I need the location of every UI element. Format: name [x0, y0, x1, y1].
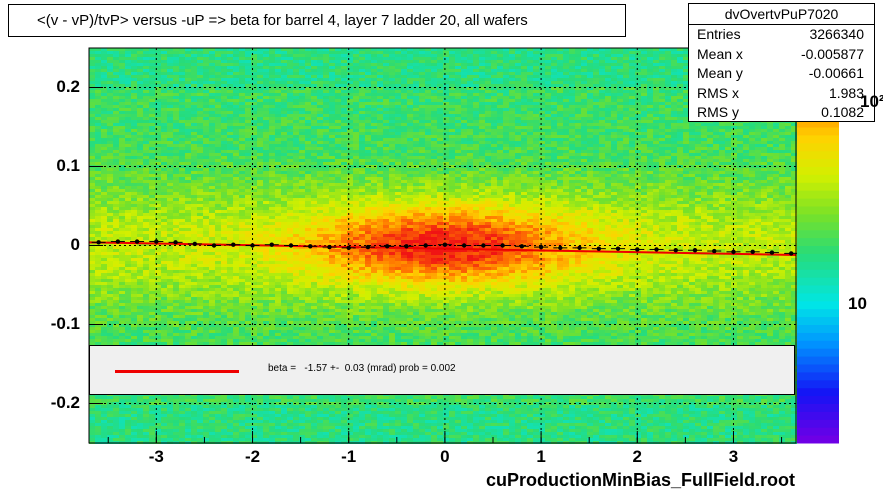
stats-box: dvOvertvPuP7020 Entries 3266340 Mean x -…	[688, 3, 875, 122]
profile-point	[115, 239, 121, 244]
stats-row-entries: Entries 3266340	[689, 25, 874, 45]
fit-legend-text: beta = -1.57 +- 0.03 (mrad) prob = 0.002	[268, 363, 456, 374]
profile-point	[635, 247, 640, 252]
profile-point	[558, 245, 563, 251]
profile-point	[384, 244, 390, 249]
profile-point	[442, 242, 448, 247]
stats-row-rms-y: RMS y 0.1082	[689, 103, 874, 123]
heatmap-cells	[89, 48, 797, 444]
profile-point	[481, 243, 486, 248]
profile-point	[134, 239, 140, 244]
stats-label: Mean x	[697, 45, 743, 62]
profile-point	[308, 244, 313, 249]
profile-point	[596, 246, 602, 251]
profile-point	[692, 248, 698, 253]
z-tick-label: 10	[848, 294, 867, 313]
profile-point	[423, 243, 428, 248]
fit-legend: beta = -1.57 +- 0.03 (mrad) prob = 0.002	[89, 345, 795, 395]
profile-point	[769, 250, 775, 255]
profile-point	[673, 248, 678, 253]
profile-point	[154, 239, 159, 244]
stats-name: dvOvertvPuP7020	[689, 4, 874, 25]
fit-legend-line	[115, 370, 239, 373]
profile-point	[288, 243, 294, 248]
profile-point	[404, 244, 409, 249]
x-tick-label: 0	[440, 447, 450, 466]
stats-value: 0.1082	[821, 104, 864, 120]
file-label: cuProductionMinBias_FullField.root	[486, 470, 796, 490]
profile-point	[538, 244, 544, 250]
stats-row-rms-x: RMS x 1.983	[689, 84, 874, 104]
x-tick-label: -3	[148, 447, 164, 466]
stats-value: -0.00661	[808, 65, 864, 81]
stats-value: -0.005877	[800, 45, 864, 62]
profile-series	[91, 239, 799, 256]
stats-value: 3266340	[809, 26, 864, 42]
stats-label: Entries	[697, 26, 741, 42]
stats-value: 1.983	[828, 84, 864, 101]
profile-point	[461, 243, 467, 248]
profile-point	[346, 245, 351, 251]
profile-point	[654, 247, 659, 252]
profile-point	[500, 243, 505, 248]
profile-point	[788, 251, 794, 256]
stats-label: Mean y	[697, 65, 743, 81]
fit-line	[88, 241, 797, 256]
stats-row-mean-y: Mean y -0.00661	[689, 64, 874, 84]
x-tick-label: 3	[728, 447, 739, 466]
profile-point	[712, 248, 717, 254]
profile-point	[731, 249, 736, 255]
profile-point	[173, 240, 178, 245]
profile-point	[615, 246, 621, 251]
profile-point	[96, 240, 101, 245]
profile-point	[269, 242, 274, 247]
profile-point	[365, 244, 371, 250]
x-tick-label: 1	[536, 447, 546, 466]
stats-row-mean-x: Mean x -0.005877	[689, 45, 874, 65]
x-tick-label: 2	[632, 447, 643, 466]
profile-point	[750, 249, 755, 255]
y-tick-label: 0	[70, 234, 80, 254]
profile-point	[231, 242, 236, 247]
chart-title: <(v - vP)/tvP> versus -uP => beta for ba…	[8, 4, 626, 37]
profile-point	[211, 243, 217, 248]
x-tick-label: -1	[341, 447, 357, 466]
y-tick-label: -0.2	[50, 392, 80, 412]
y-tick-label: -0.1	[50, 313, 80, 333]
profile-point	[250, 243, 255, 248]
profile-point	[519, 244, 525, 249]
stats-label: RMS y	[697, 104, 739, 120]
profile-point	[577, 245, 582, 251]
y-tick-label: 0.2	[56, 76, 80, 96]
x-tick-label: -2	[244, 447, 261, 466]
stats-label: RMS x	[697, 84, 739, 101]
profile-point	[192, 241, 198, 247]
profile-point	[327, 244, 332, 250]
y-tick-label: 0.1	[56, 155, 80, 175]
z-tick-label: 10²	[860, 92, 883, 111]
